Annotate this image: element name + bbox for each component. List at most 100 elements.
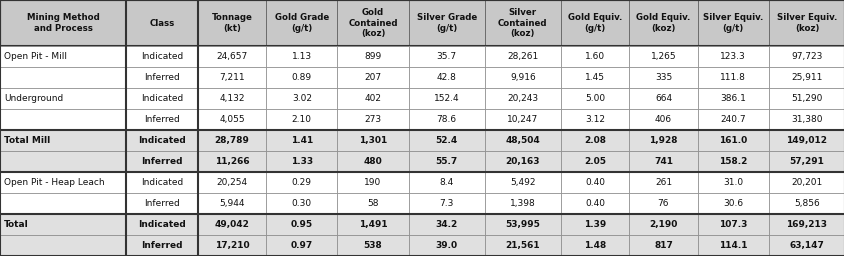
Text: 190: 190: [364, 178, 381, 187]
Text: Indicated: Indicated: [138, 220, 186, 229]
Bar: [484, 214, 560, 235]
Bar: [768, 193, 844, 214]
Bar: [697, 172, 768, 193]
Text: 55.7: 55.7: [436, 157, 457, 166]
Bar: [197, 235, 266, 256]
Text: Inferred: Inferred: [141, 241, 182, 250]
Bar: [127, 67, 197, 88]
Bar: [0, 109, 127, 130]
Bar: [408, 235, 484, 256]
Bar: [0, 46, 127, 67]
Bar: [197, 0, 266, 46]
Bar: [768, 214, 844, 235]
Text: 63,147: 63,147: [788, 241, 824, 250]
Bar: [408, 67, 484, 88]
Text: 21,561: 21,561: [505, 241, 539, 250]
Bar: [197, 130, 266, 151]
Bar: [484, 88, 560, 109]
Bar: [266, 193, 337, 214]
Text: Gold Grade
(g/t): Gold Grade (g/t): [274, 14, 328, 33]
Bar: [484, 151, 560, 172]
Text: 0.89: 0.89: [291, 73, 311, 82]
Bar: [697, 109, 768, 130]
Text: 42.8: 42.8: [436, 73, 456, 82]
Bar: [266, 88, 337, 109]
Bar: [0, 67, 127, 88]
Bar: [560, 109, 629, 130]
Text: 35.7: 35.7: [436, 52, 457, 61]
Bar: [629, 214, 697, 235]
Text: Mining Method
and Process: Mining Method and Process: [27, 14, 100, 33]
Text: 3.12: 3.12: [584, 115, 604, 124]
Text: 20,243: 20,243: [506, 94, 538, 103]
Bar: [266, 67, 337, 88]
Bar: [127, 151, 197, 172]
Bar: [768, 172, 844, 193]
Bar: [560, 88, 629, 109]
Bar: [697, 214, 768, 235]
Bar: [697, 151, 768, 172]
Bar: [629, 46, 697, 67]
Text: Indicated: Indicated: [141, 94, 183, 103]
Bar: [697, 235, 768, 256]
Text: 406: 406: [654, 115, 671, 124]
Text: 0.29: 0.29: [291, 178, 311, 187]
Bar: [629, 193, 697, 214]
Bar: [266, 130, 337, 151]
Text: 31,380: 31,380: [790, 115, 822, 124]
Bar: [0, 151, 127, 172]
Text: 2.10: 2.10: [291, 115, 311, 124]
Bar: [629, 88, 697, 109]
Bar: [697, 46, 768, 67]
Bar: [484, 130, 560, 151]
Bar: [0, 214, 127, 235]
Text: Inferred: Inferred: [144, 199, 180, 208]
Bar: [337, 67, 408, 88]
Bar: [560, 46, 629, 67]
Text: 107.3: 107.3: [718, 220, 747, 229]
Bar: [0, 0, 127, 46]
Bar: [484, 67, 560, 88]
Text: 1.39: 1.39: [583, 220, 605, 229]
Text: 480: 480: [363, 157, 382, 166]
Text: 31.0: 31.0: [722, 178, 743, 187]
Bar: [560, 67, 629, 88]
Bar: [408, 151, 484, 172]
Bar: [768, 151, 844, 172]
Bar: [266, 151, 337, 172]
Text: Open Pit - Mill: Open Pit - Mill: [4, 52, 67, 61]
Text: 899: 899: [364, 52, 381, 61]
Bar: [697, 88, 768, 109]
Text: 10,247: 10,247: [506, 115, 538, 124]
Bar: [197, 214, 266, 235]
Text: Silver Equiv.
(g/t): Silver Equiv. (g/t): [702, 14, 763, 33]
Bar: [408, 193, 484, 214]
Text: 2,190: 2,190: [648, 220, 677, 229]
Bar: [697, 130, 768, 151]
Text: 1,491: 1,491: [359, 220, 387, 229]
Bar: [266, 0, 337, 46]
Text: 0.95: 0.95: [290, 220, 312, 229]
Bar: [629, 235, 697, 256]
Text: 5,944: 5,944: [219, 199, 245, 208]
Bar: [484, 46, 560, 67]
Text: 5,492: 5,492: [510, 178, 535, 187]
Text: 114.1: 114.1: [718, 241, 747, 250]
Bar: [127, 0, 197, 46]
Text: Indicated: Indicated: [141, 178, 183, 187]
Text: 78.6: 78.6: [436, 115, 457, 124]
Bar: [266, 172, 337, 193]
Text: 538: 538: [363, 241, 382, 250]
Bar: [197, 172, 266, 193]
Bar: [127, 235, 197, 256]
Bar: [768, 130, 844, 151]
Bar: [768, 67, 844, 88]
Text: 1.41: 1.41: [290, 136, 312, 145]
Bar: [629, 0, 697, 46]
Text: 76: 76: [657, 199, 668, 208]
Bar: [484, 0, 560, 46]
Text: 2.08: 2.08: [583, 136, 605, 145]
Bar: [0, 172, 127, 193]
Text: 0.40: 0.40: [584, 178, 604, 187]
Bar: [266, 46, 337, 67]
